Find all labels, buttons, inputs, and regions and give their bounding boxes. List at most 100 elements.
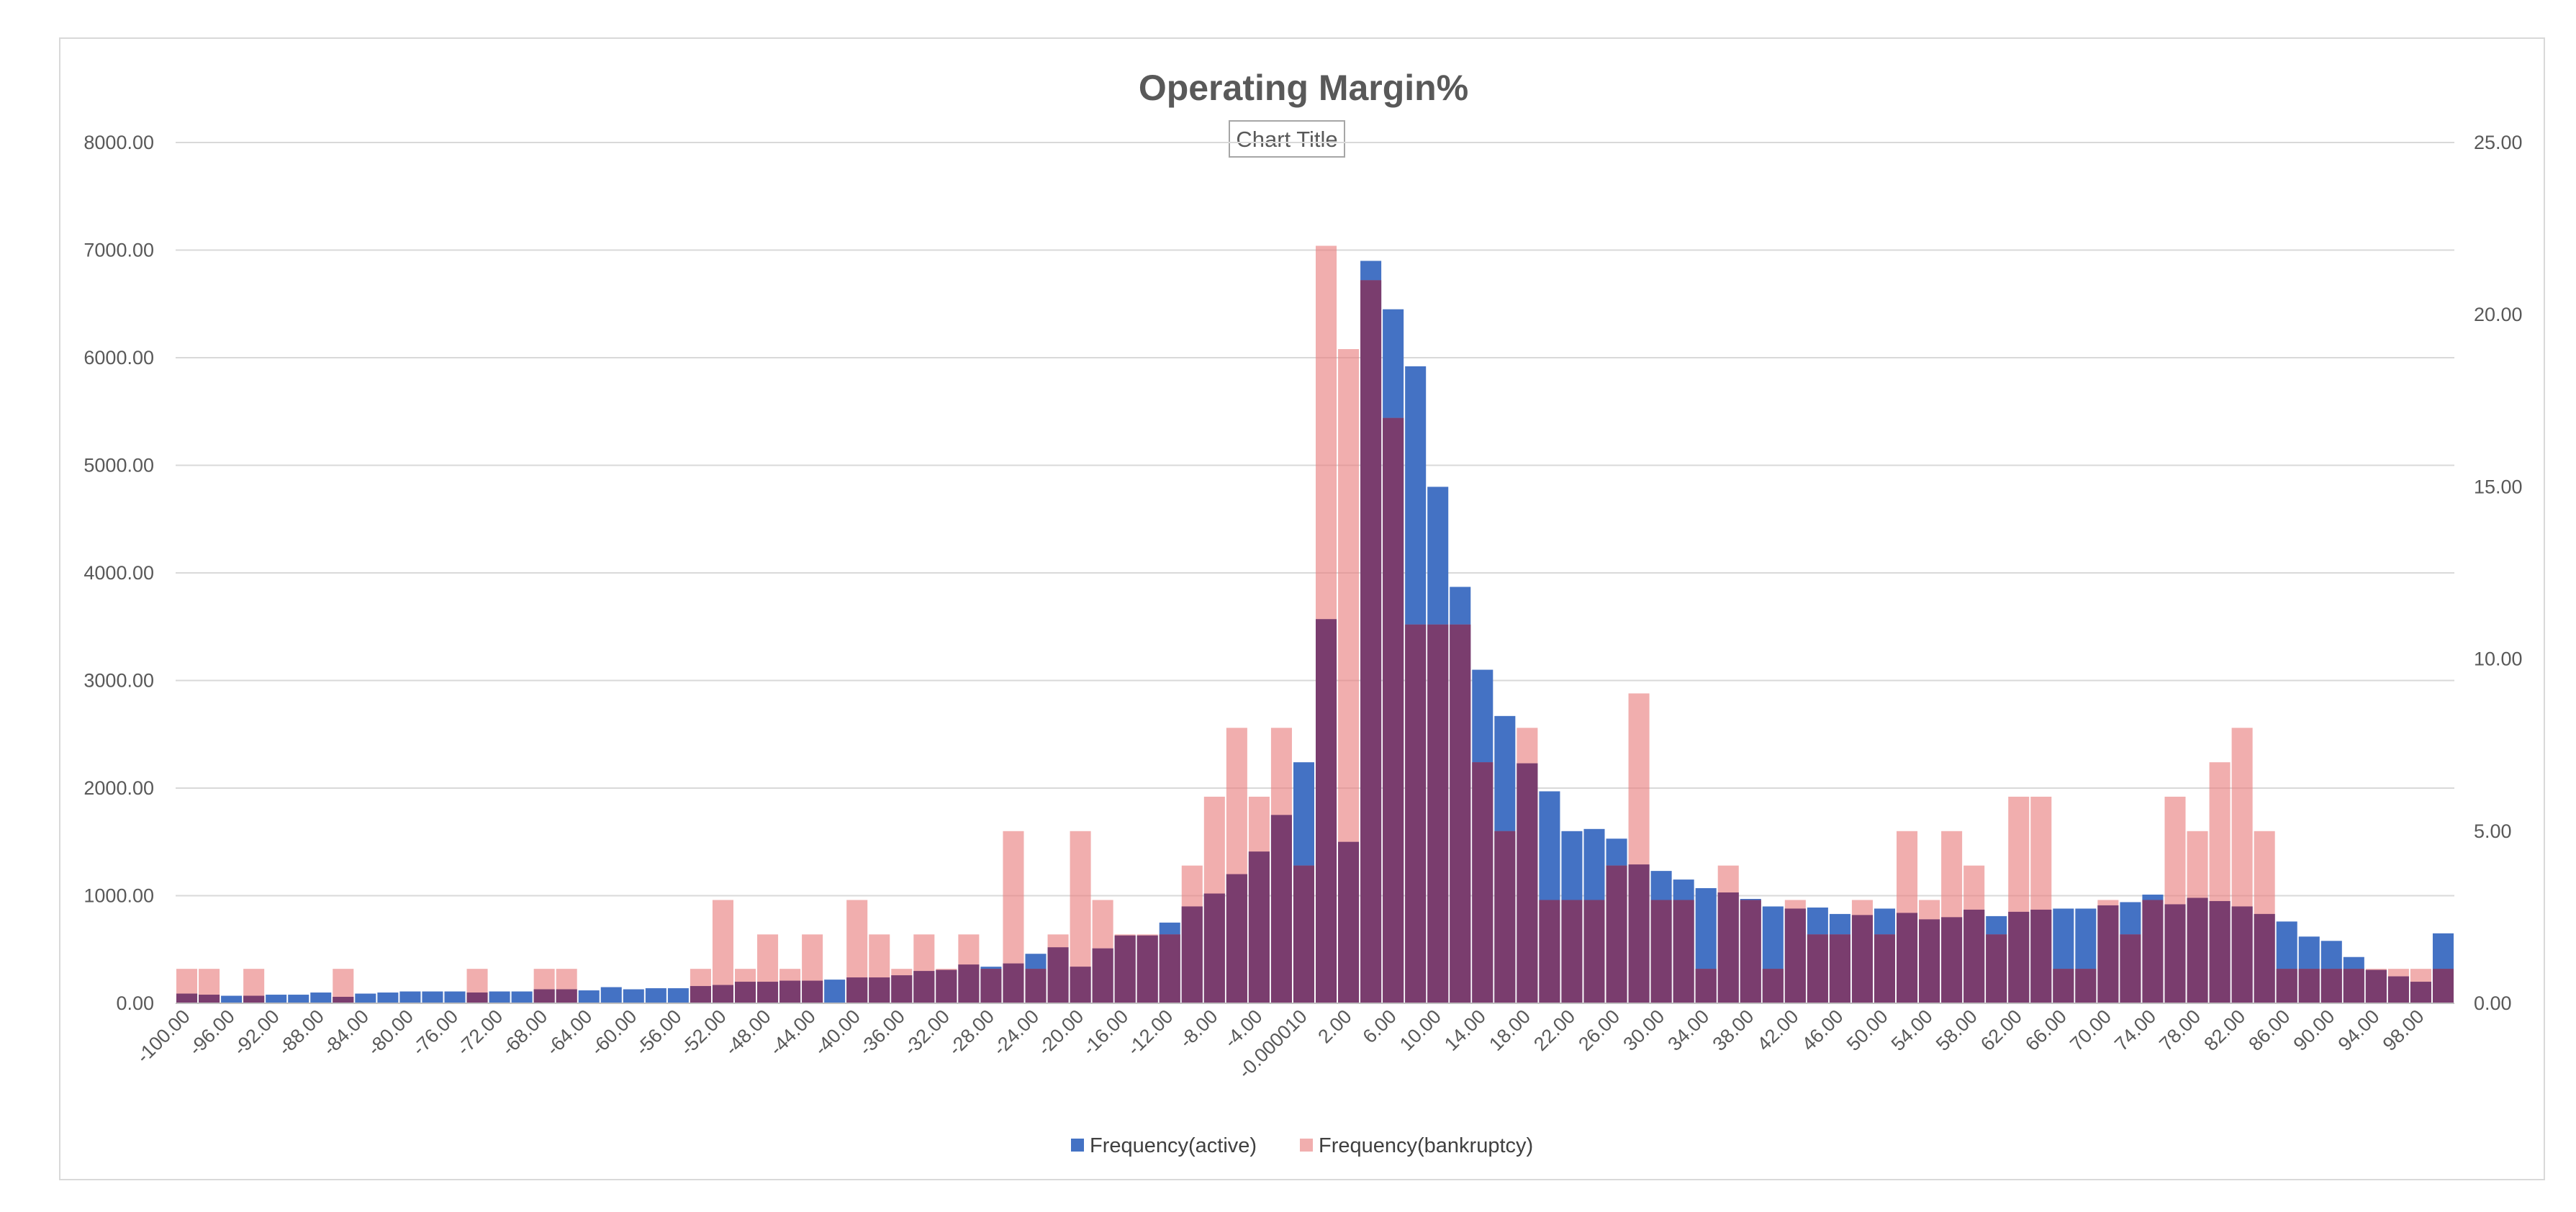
y-primary-tick-label: 3000.00 [83, 670, 154, 692]
x-tick-label: -44.00 [766, 1005, 820, 1059]
bar-active[interactable] [310, 992, 332, 1003]
bar-overlap [1583, 900, 1605, 1003]
x-tick-label: 42.00 [1753, 1005, 1803, 1055]
bar-active[interactable] [645, 988, 666, 1003]
chart-frame: Operating Margin% Chart Title 0.00 1000.0… [59, 37, 2545, 1180]
legend-label: Frequency(bankruptcy) [1319, 1134, 1533, 1157]
bar-active[interactable] [355, 993, 376, 1003]
x-tick-label: -88.00 [274, 1005, 328, 1059]
series-active-bars [176, 261, 2454, 1004]
bar-overlap [1293, 865, 1314, 1003]
bar-overlap [1941, 917, 1963, 1003]
x-tick-label: 6.00 [1358, 1005, 1400, 1047]
bar-overlap [1092, 948, 1113, 1003]
bar-overlap [1897, 913, 1918, 1003]
bar-overlap [690, 986, 711, 1003]
x-tick-label: 34.00 [1663, 1005, 1713, 1055]
y-primary-tick-label: 5000.00 [83, 455, 154, 476]
bar-overlap [466, 992, 488, 1003]
bar-overlap [2365, 969, 2387, 1003]
x-tick-label: 78.00 [2155, 1005, 2205, 1055]
bar-active[interactable] [288, 995, 309, 1003]
bar-overlap [958, 964, 980, 1003]
bar-overlap [1963, 909, 1985, 1003]
y-secondary-tick-label: 5.00 [2474, 820, 2512, 842]
bar-overlap [1829, 934, 1850, 1003]
bar-overlap [846, 977, 868, 1003]
x-tick-label: -80.00 [363, 1005, 417, 1059]
bar-overlap [176, 993, 198, 1003]
bar-overlap [757, 982, 779, 1003]
y-secondary-tick-label: 15.00 [2474, 476, 2523, 497]
bar-active[interactable] [221, 995, 243, 1003]
bar-active[interactable] [444, 991, 466, 1003]
bar-active[interactable] [623, 989, 644, 1003]
bar-overlap [2276, 969, 2297, 1003]
x-tick-label: -64.00 [542, 1005, 596, 1059]
bar-overlap [2298, 969, 2320, 1003]
x-tick-label: -40.00 [810, 1005, 864, 1059]
x-tick-label: -68.00 [497, 1005, 551, 1059]
bar-overlap [1717, 892, 1739, 1003]
x-tick-label: -84.00 [319, 1005, 373, 1059]
chart-svg: Operating Margin% Chart Title 0.00 1000.0… [83, 68, 2523, 1157]
bar-overlap [1226, 874, 1247, 1003]
bar-overlap [1270, 815, 1292, 1003]
x-tick-label: 22.00 [1529, 1005, 1579, 1055]
bar-overlap [2320, 969, 2342, 1003]
bar-overlap [1517, 763, 1538, 1003]
legend-swatch [1300, 1139, 1313, 1152]
x-tick-label: 30.00 [1619, 1005, 1668, 1055]
bar-overlap [1203, 893, 1225, 1003]
bar-overlap [869, 977, 890, 1003]
bar-active[interactable] [824, 980, 846, 1003]
bar-overlap [2231, 906, 2253, 1003]
bar-overlap [1784, 908, 1806, 1003]
bar-active[interactable] [266, 995, 287, 1003]
bar-active[interactable] [511, 991, 533, 1003]
y-axis-primary: 0.00 1000.00 2000.00 3000.00 4000.00 5000.00 6… [83, 132, 154, 1014]
x-tick-label: 98.00 [2379, 1005, 2428, 1055]
bar-overlap [779, 980, 801, 1003]
x-tick-label: -16.00 [1078, 1005, 1132, 1059]
bar-overlap [2164, 904, 2186, 1003]
bar-active[interactable] [377, 992, 399, 1003]
x-tick-label: -8.00 [1175, 1005, 1222, 1052]
bar-active[interactable] [489, 991, 510, 1003]
bar-overlap [1316, 619, 1337, 1003]
x-tick-label: -12.00 [1123, 1005, 1177, 1059]
bar-overlap [1405, 624, 1427, 1003]
bar-overlap [1248, 851, 1270, 1003]
bar-overlap [2008, 911, 2030, 1003]
bar-overlap [2254, 913, 2275, 1003]
bar-active[interactable] [667, 988, 689, 1003]
x-tick-label: 94.00 [2334, 1005, 2384, 1055]
chart-title: Operating Margin% [1139, 68, 1468, 108]
x-tick-label: 18.00 [1485, 1005, 1535, 1055]
bar-overlap [1539, 900, 1560, 1003]
series-bankruptcy-bars [176, 245, 2454, 1003]
bar-overlap [1494, 831, 1516, 1003]
legend[interactable]: Frequency(active) Frequency(bankruptcy) [1071, 1134, 1533, 1157]
bar-overlap [1851, 915, 1873, 1003]
bar-active[interactable] [578, 990, 600, 1003]
bar-overlap [1025, 969, 1047, 1003]
bar-overlap [802, 980, 823, 1003]
x-tick-label: 74.00 [2110, 1005, 2160, 1055]
bar-overlap [1874, 934, 1896, 1003]
bar-overlap [1159, 934, 1180, 1003]
x-tick-label: 62.00 [1976, 1005, 2026, 1055]
bar-overlap [712, 985, 733, 1003]
subtitle-box[interactable]: Chart Title [1229, 120, 1345, 158]
x-tick-label: -96.00 [184, 1005, 238, 1059]
bar-active[interactable] [422, 991, 443, 1003]
x-tick-label: -56.00 [631, 1005, 685, 1059]
bar-active[interactable] [399, 991, 421, 1003]
x-tick-label: -92.00 [230, 1005, 284, 1059]
bar-overlap [1628, 864, 1650, 1003]
bar-overlap [2030, 909, 2052, 1003]
bar-active[interactable] [600, 987, 622, 1003]
bar-overlap [2142, 900, 2164, 1003]
bar-overlap [1606, 865, 1627, 1003]
x-tick-label: -20.00 [1034, 1005, 1088, 1059]
